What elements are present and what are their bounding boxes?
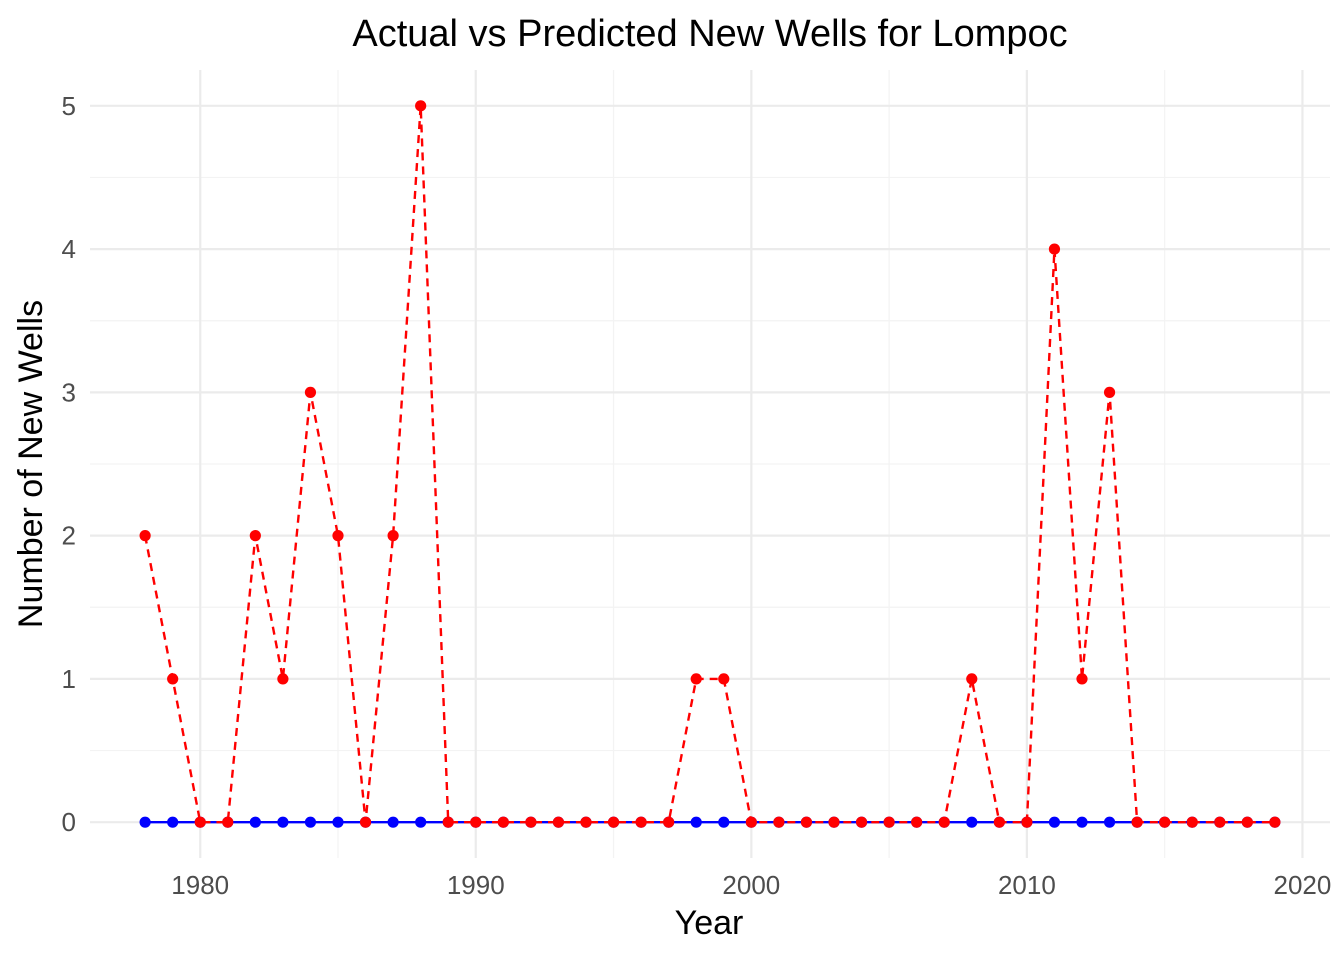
- series-2-point: [800, 816, 813, 828]
- series-2-point: [718, 673, 730, 685]
- y-tick-label: 0: [62, 807, 76, 837]
- series-2-point: [442, 816, 454, 828]
- series-1-point: [718, 816, 730, 828]
- series-2-point: [938, 816, 950, 828]
- series-2-point: [194, 816, 206, 828]
- y-tick-label: 3: [62, 377, 76, 407]
- series-2-point: [277, 673, 289, 685]
- series-layer: [139, 100, 1281, 828]
- series-2-point: [1021, 816, 1033, 828]
- series-1-point: [167, 816, 179, 828]
- series-2-point: [525, 816, 537, 828]
- series-2-point: [359, 816, 372, 828]
- series-2-point: [828, 816, 840, 828]
- series-2-point: [415, 100, 427, 112]
- x-axis-title: Year: [675, 904, 744, 942]
- series-2-point: [497, 816, 509, 828]
- series-2-point: [773, 816, 785, 828]
- x-tick-label: 1990: [447, 870, 505, 900]
- series-2-point: [304, 386, 317, 398]
- series-2-point: [1076, 673, 1088, 685]
- series-1-point: [332, 816, 344, 828]
- y-tick-label: 4: [62, 234, 76, 264]
- series-1-point: [277, 816, 289, 828]
- series-2-point: [966, 673, 978, 685]
- series-2-point: [332, 530, 344, 542]
- series-1-point: [249, 816, 261, 828]
- y-tick-label: 2: [62, 521, 76, 551]
- series-2-point: [607, 816, 620, 828]
- series-2-point: [883, 816, 895, 828]
- series-2-point: [1186, 816, 1198, 828]
- series-2-point: [745, 816, 757, 828]
- series-2-point: [1048, 243, 1061, 255]
- series-1-point: [1048, 816, 1061, 828]
- series-1-point: [690, 816, 702, 828]
- series-1-point: [1103, 816, 1116, 828]
- series-2-point: [993, 816, 1005, 828]
- series-2-point: [552, 816, 565, 828]
- series-1-point: [139, 816, 151, 828]
- series-1-point: [1076, 816, 1088, 828]
- series-1-point: [415, 816, 427, 828]
- series-2-point: [1214, 816, 1226, 828]
- series-2-point: [249, 530, 261, 542]
- series-2-point: [911, 816, 923, 828]
- series-2-point: [470, 816, 482, 828]
- series-2-point: [1241, 816, 1253, 828]
- major-gridlines: [90, 70, 1330, 858]
- minor-gridlines: [90, 70, 1330, 858]
- series-2-point: [1103, 386, 1116, 398]
- series-2-point: [635, 816, 647, 828]
- x-tick-label: 2020: [1274, 870, 1332, 900]
- series-1-point: [304, 816, 317, 828]
- series-2-point: [1269, 816, 1281, 828]
- series-2-point: [1131, 816, 1143, 828]
- x-tick-label: 2000: [722, 870, 780, 900]
- series-2-line: [143, 104, 1275, 824]
- y-tick-label: 1: [62, 664, 76, 694]
- series-1-point: [966, 816, 978, 828]
- y-axis-title: Number of New Wells: [12, 300, 50, 628]
- series-2-point: [387, 530, 399, 542]
- series-2-point: [222, 816, 234, 828]
- series-2-point: [855, 816, 868, 828]
- x-tick-label: 2010: [998, 870, 1056, 900]
- series-1-point: [387, 816, 399, 828]
- y-tick-label: 5: [62, 91, 76, 121]
- series-2-point: [663, 816, 675, 828]
- series-2-point: [139, 530, 151, 542]
- series-2-point: [167, 673, 179, 685]
- tick-labels: 1980 1990 2000 2010 2020 0 1 2 3 4 5: [62, 91, 1332, 900]
- chart-title: Actual vs Predicted New Wells for Lompoc: [352, 13, 1067, 55]
- series-2-point: [690, 673, 702, 685]
- series-2-point: [1159, 816, 1171, 828]
- series-2-point: [580, 816, 592, 828]
- x-tick-label: 1980: [171, 870, 229, 900]
